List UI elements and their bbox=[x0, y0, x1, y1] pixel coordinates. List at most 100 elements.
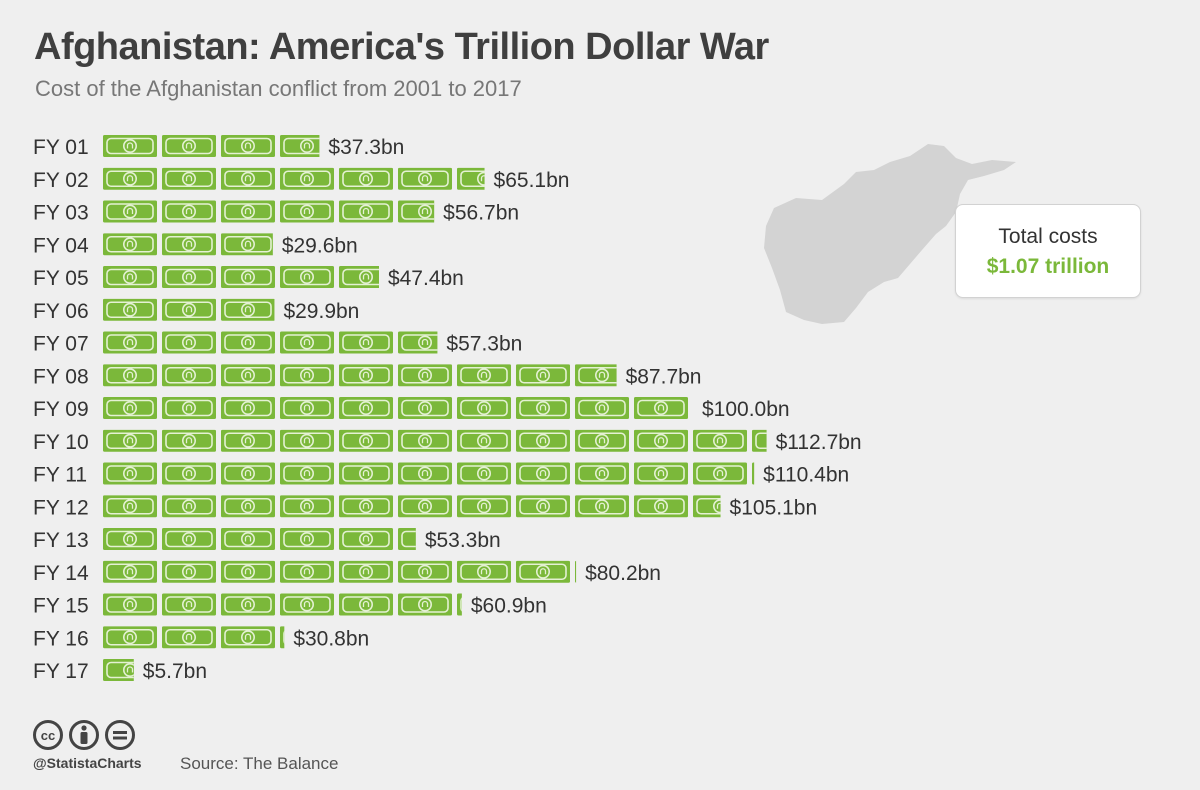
value-label: $110.4bn bbox=[763, 464, 849, 487]
no-derivatives-icon bbox=[105, 720, 135, 750]
bar-row: FY 10 $112.7bn bbox=[33, 429, 862, 454]
dollar-bill-icon bbox=[220, 298, 275, 322]
bar bbox=[103, 462, 755, 486]
dollar-bill-icon bbox=[161, 429, 217, 453]
dollar-bill-icon bbox=[574, 495, 630, 519]
category-label: FY 15 bbox=[33, 595, 89, 618]
value-label: $47.4bn bbox=[388, 267, 464, 290]
dollar-bill-icon bbox=[220, 429, 276, 453]
bar-row: FY 02 $65.1bn bbox=[33, 167, 570, 192]
dollar-bill-icon bbox=[279, 495, 335, 519]
category-label: FY 04 bbox=[33, 234, 89, 257]
dollar-bill-icon bbox=[338, 528, 394, 551]
dollar-bill-icon bbox=[279, 364, 335, 388]
attribution-icon bbox=[69, 720, 99, 750]
value-label: $105.1bn bbox=[730, 496, 818, 519]
dollar-bill-icon bbox=[161, 298, 217, 322]
bar bbox=[103, 331, 438, 355]
dollar-bill-icon bbox=[338, 266, 379, 289]
dollar-bill-icon bbox=[397, 397, 453, 420]
dollar-bill-icon bbox=[161, 495, 217, 519]
bar bbox=[103, 528, 416, 551]
bar-row: FY 11 $110.4bn bbox=[33, 462, 849, 487]
dollar-bill-icon bbox=[103, 528, 158, 551]
dollar-bill-icon bbox=[279, 135, 320, 158]
bar bbox=[103, 495, 721, 519]
category-label: FY 11 bbox=[33, 464, 87, 487]
bar bbox=[103, 167, 485, 191]
value-label: $80.2bn bbox=[585, 562, 661, 585]
dollar-bill-icon bbox=[574, 397, 630, 420]
dollar-bill-icon bbox=[338, 167, 394, 191]
dollar-bill-icon bbox=[338, 397, 394, 420]
value-label: $53.3bn bbox=[425, 529, 501, 552]
dollar-bill-icon bbox=[161, 560, 217, 584]
dollar-bill-icon bbox=[456, 397, 512, 420]
bar-row: FY 09 $100.0bn bbox=[33, 397, 790, 421]
dollar-bill-icon bbox=[279, 397, 335, 420]
dollar-bill-icon bbox=[279, 266, 335, 289]
dollar-bill-icon bbox=[397, 429, 453, 453]
bar bbox=[103, 233, 273, 257]
dollar-bill-icon bbox=[633, 495, 689, 519]
dollar-bill-icon bbox=[279, 462, 335, 486]
category-label: FY 02 bbox=[33, 169, 89, 192]
dollar-bill-icon bbox=[220, 560, 276, 584]
dollar-bill-icon bbox=[103, 397, 158, 420]
dollar-bill-icon bbox=[161, 528, 217, 551]
dollar-bill-icon bbox=[220, 167, 276, 191]
dollar-bill-icon bbox=[574, 364, 617, 388]
bar bbox=[103, 364, 617, 388]
category-label: FY 14 bbox=[33, 562, 89, 585]
license-icons: cc bbox=[33, 720, 135, 750]
dollar-bill-icon bbox=[161, 266, 217, 289]
dollar-bill-icon bbox=[220, 593, 276, 617]
bar-row: FY 17 $5.7bn bbox=[33, 659, 207, 683]
dollar-bill-icon bbox=[279, 593, 335, 617]
bar-row: FY 03 $56.7bn bbox=[33, 200, 519, 225]
bar bbox=[103, 593, 462, 617]
value-label: $112.7bn bbox=[776, 431, 862, 454]
bar bbox=[103, 200, 435, 224]
bar-row: FY 12 $105.1bn bbox=[33, 495, 817, 519]
category-label: FY 17 bbox=[33, 660, 89, 683]
category-label: FY 03 bbox=[33, 202, 89, 225]
category-label: FY 16 bbox=[33, 627, 89, 650]
dollar-bill-icon bbox=[397, 167, 453, 191]
dollar-bill-icon bbox=[397, 495, 453, 519]
dollar-bill-icon bbox=[103, 266, 158, 289]
afghanistan-map-icon bbox=[764, 144, 1016, 324]
value-label: $60.9bn bbox=[471, 595, 547, 618]
dollar-bill-icon bbox=[161, 135, 217, 158]
dollar-bill-icon bbox=[103, 200, 158, 224]
bar bbox=[103, 560, 577, 584]
value-label: $30.8bn bbox=[293, 627, 369, 650]
dollar-bill-icon bbox=[574, 429, 630, 453]
dollar-bill-icon bbox=[220, 462, 276, 486]
bar bbox=[103, 135, 320, 158]
dollar-bill-icon bbox=[279, 560, 335, 584]
category-label: FY 01 bbox=[33, 136, 89, 159]
bar bbox=[103, 397, 689, 420]
dollar-bill-icon bbox=[161, 626, 217, 650]
value-label: $87.7bn bbox=[626, 365, 702, 388]
dollar-bill-icon bbox=[456, 429, 512, 453]
category-label: FY 07 bbox=[33, 333, 89, 356]
dollar-bill-icon bbox=[515, 560, 571, 584]
dollar-bill-icon bbox=[338, 200, 394, 224]
dollar-bill-icon bbox=[103, 364, 158, 388]
source-note: Source: The Balance bbox=[180, 754, 339, 773]
dollar-bill-icon bbox=[574, 462, 630, 486]
category-label: FY 10 bbox=[33, 431, 89, 454]
dollar-bill-icon bbox=[338, 593, 394, 617]
creative-commons-icon: cc bbox=[33, 720, 63, 750]
dollar-bill-icon bbox=[338, 560, 394, 584]
bar-row: FY 05 $47.4bn bbox=[33, 266, 464, 290]
dollar-bill-icon bbox=[397, 331, 438, 355]
dollar-bill-icon bbox=[220, 495, 276, 519]
value-label: $37.3bn bbox=[328, 136, 404, 159]
dollar-bill-icon bbox=[397, 560, 453, 584]
dollar-bill-icon bbox=[220, 331, 276, 355]
dollar-bill-icon bbox=[279, 200, 335, 224]
value-label: $65.1bn bbox=[494, 169, 570, 192]
